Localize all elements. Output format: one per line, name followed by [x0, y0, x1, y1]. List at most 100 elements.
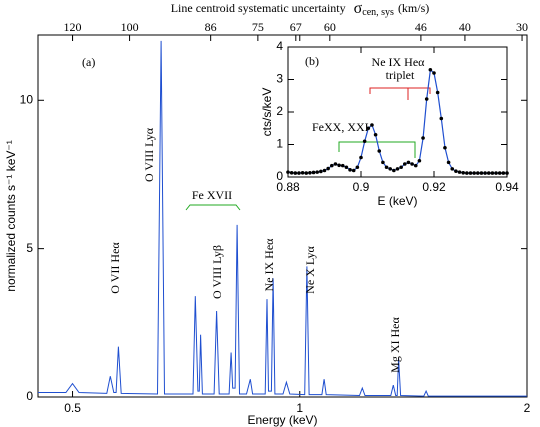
x2-tick-label: 67 [290, 20, 302, 34]
data-point [289, 170, 294, 175]
data-point [337, 163, 341, 168]
data-point [340, 163, 345, 168]
y-tick-label: 3 [276, 72, 283, 86]
annotation: Fe XVII [192, 188, 232, 202]
data-point [384, 165, 389, 170]
data-point [439, 116, 444, 121]
data-point [476, 171, 480, 175]
data-point [443, 145, 447, 150]
data-point [446, 160, 451, 165]
data-point [297, 171, 301, 175]
x2-tick-label: 100 [121, 20, 139, 34]
annotation: O VIII Lyβ [210, 245, 224, 299]
data-point [421, 136, 425, 140]
data-point [399, 165, 403, 170]
data-point [381, 160, 385, 165]
data-point [406, 160, 411, 165]
data-point [490, 171, 495, 175]
data-point [326, 166, 330, 171]
data-point [432, 71, 436, 75]
data-point [413, 163, 418, 168]
data-point [483, 171, 487, 175]
data-point [330, 163, 334, 168]
text-part: σ [354, 0, 363, 17]
data-point [417, 158, 422, 163]
data-point [315, 170, 320, 174]
x-tick-label: 0.94 [495, 180, 519, 194]
text-part: cen, sys [362, 7, 394, 18]
spectrum-line [38, 40, 527, 397]
data-point [457, 170, 462, 174]
y-tick-label: 5 [26, 241, 33, 255]
data-point [501, 171, 506, 175]
data-point [461, 170, 466, 175]
y-tick-label: 10 [20, 92, 34, 106]
data-point [395, 167, 400, 171]
data-point [373, 132, 378, 137]
x2-tick-label: 75 [252, 20, 264, 34]
data-point [344, 165, 349, 170]
inset-frame [287, 46, 508, 178]
y-axis-label: cts/s/keV [260, 88, 274, 137]
inset-annotation: Ne IX Heα [372, 55, 426, 69]
data-point [454, 169, 458, 173]
x-tick-label: 2 [524, 401, 531, 415]
data-point [286, 170, 290, 174]
data-point [392, 168, 396, 173]
data-point [428, 67, 433, 72]
y-axis-label: normalized counts s⁻¹ keV⁻¹ [4, 140, 18, 291]
data-point [410, 162, 414, 166]
x2-tick-label: 120 [64, 20, 82, 34]
data-point [465, 171, 469, 175]
annotation: Ne X Lyα [303, 245, 317, 293]
inset-annotation: (b) [305, 54, 319, 68]
fe-bracket [185, 204, 241, 211]
data-point [377, 149, 382, 153]
annotation: O VII Heα [108, 242, 122, 294]
x2-tick-label: 46 [415, 20, 427, 34]
x2-tick-label: 30 [516, 20, 528, 34]
data-point [505, 171, 509, 175]
data-point [486, 171, 491, 175]
x2-tick-label: 60 [324, 20, 336, 34]
text-part: Line centroid systematic uncertainty [171, 1, 346, 15]
data-point [319, 169, 323, 174]
x2-tick-label: 86 [205, 20, 217, 34]
x-tick-label: 0.5 [64, 401, 81, 415]
y-tick-label: 4 [276, 39, 283, 53]
data-point [388, 167, 393, 171]
annotation: Ne IX Heα [262, 238, 276, 292]
inset-annotation: triplet [386, 68, 415, 82]
y-tick-label: 0 [276, 169, 283, 183]
x-tick-label: 0.88 [276, 180, 300, 194]
data-point [351, 168, 356, 173]
data-point [468, 171, 473, 175]
data-point [362, 139, 367, 144]
data-point [403, 162, 407, 166]
x2-tick-label: 40 [459, 20, 471, 34]
main-frame [37, 34, 528, 398]
data-point [370, 123, 374, 127]
text-part: (km/s) [398, 1, 429, 15]
data-point [293, 171, 298, 175]
annotation: Mg XI Heα [388, 316, 402, 372]
data-point [450, 167, 455, 171]
y-tick-label: 2 [276, 104, 283, 118]
x-axis-label: Energy (keV) [247, 413, 317, 427]
data-point [472, 171, 476, 175]
data-point [300, 170, 305, 175]
data-point [304, 171, 309, 175]
data-point [348, 168, 352, 172]
x-axis-label: E (keV) [377, 194, 417, 208]
data-point [311, 170, 316, 175]
x-tick-label: 0.9 [353, 180, 370, 194]
data-point [308, 170, 312, 175]
data-point [424, 97, 429, 101]
data-point [322, 168, 327, 173]
x-tick-label: 1 [296, 401, 303, 415]
data-point [435, 90, 440, 95]
x2-axis-label: Line centroid systematic uncertainty σcen… [171, 0, 430, 18]
data-point [333, 162, 338, 166]
